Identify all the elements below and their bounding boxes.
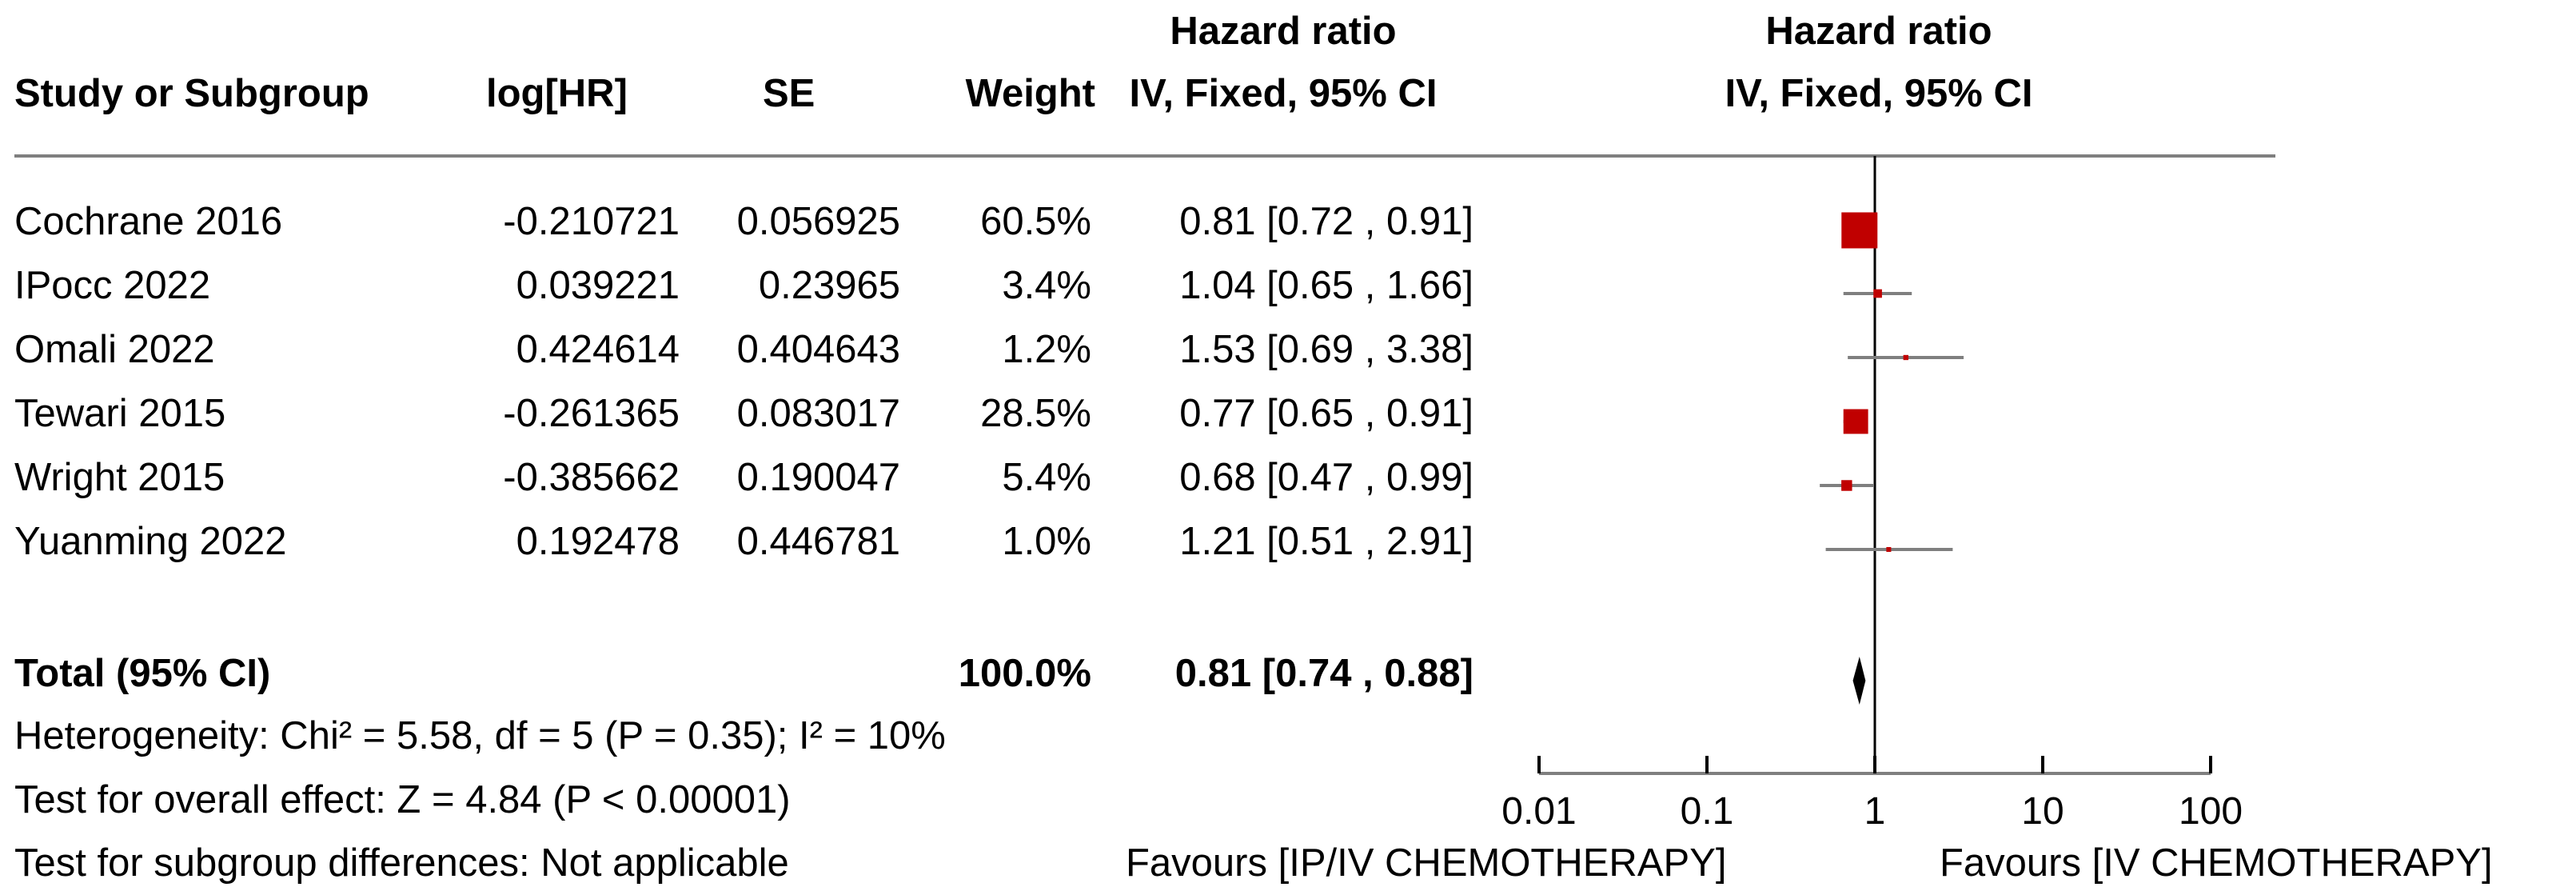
- overall-effect-note: Test for overall effect: Z = 4.84 (P < 0…: [14, 778, 791, 821]
- study-name: Wright 2015: [14, 456, 225, 499]
- plot-header-line2: IV, Fixed, 95% CI: [1725, 72, 2033, 115]
- favours-right-label: Favours [IV CHEMOTHERAPY]: [1940, 841, 2493, 885]
- study-se: 0.404643: [736, 328, 900, 371]
- study-loghr: 0.192478: [516, 520, 680, 563]
- study-weight: 28.5%: [980, 392, 1091, 435]
- hr-header-line1: Hazard ratio: [1170, 10, 1397, 53]
- study-name: Cochrane 2016: [14, 200, 283, 243]
- study-marker: [1903, 354, 1908, 361]
- x-tick-label: 10: [2021, 790, 2064, 833]
- study-ci: 1.53 [0.69 , 3.38]: [1179, 328, 1473, 371]
- total-weight: 100.0%: [958, 652, 1091, 695]
- study-name: Tewari 2015: [14, 392, 226, 435]
- study-weight: 3.4%: [1002, 264, 1091, 307]
- se-column-header: SE: [763, 72, 815, 115]
- study-column-header: Study or Subgroup: [14, 72, 369, 115]
- study-ci: 1.21 [0.51 , 2.91]: [1179, 520, 1473, 563]
- weight-column-header: Weight: [965, 72, 1095, 115]
- study-loghr: 0.424614: [516, 328, 680, 371]
- study-name: Omali 2022: [14, 328, 215, 371]
- study-marker: [1841, 480, 1852, 491]
- favours-left-label: Favours [IP/IV CHEMOTHERAPY]: [1126, 841, 1727, 885]
- study-se: 0.446781: [736, 520, 900, 563]
- study-loghr: -0.261365: [503, 392, 680, 435]
- study-se: 0.056925: [736, 200, 900, 243]
- x-tick-label: 0.01: [1501, 790, 1576, 833]
- study-ci: 1.04 [0.65 , 1.66]: [1179, 264, 1473, 307]
- plot-header-line1: Hazard ratio: [1765, 10, 1992, 53]
- study-se: 0.083017: [736, 392, 900, 435]
- study-name: Yuanming 2022: [14, 520, 287, 563]
- study-weight: 1.0%: [1002, 520, 1091, 563]
- heterogeneity-note: Heterogeneity: Chi² = 5.58, df = 5 (P = …: [14, 714, 946, 757]
- loghr-column-header: log[HR]: [486, 72, 628, 115]
- study-loghr: -0.210721: [503, 200, 680, 243]
- study-marker: [1886, 547, 1892, 552]
- x-tick-label: 1: [1864, 790, 1886, 833]
- study-name: IPocc 2022: [14, 264, 211, 307]
- hr-header-line2: IV, Fixed, 95% CI: [1129, 72, 1438, 115]
- x-tick-label: 100: [2179, 790, 2243, 833]
- study-weight: 1.2%: [1002, 328, 1091, 371]
- study-se: 0.23965: [758, 264, 900, 307]
- study-marker: [1843, 409, 1868, 434]
- x-tick-label: 0.1: [1681, 790, 1734, 833]
- subgroup-note: Test for subgroup differences: Not appli…: [14, 841, 789, 885]
- study-weight: 60.5%: [980, 200, 1091, 243]
- study-marker: [1841, 212, 1878, 249]
- total-ci: 0.81 [0.74 , 0.88]: [1174, 652, 1473, 695]
- study-ci: 0.77 [0.65 , 0.91]: [1179, 392, 1473, 435]
- study-ci: 0.68 [0.47 , 0.99]: [1179, 456, 1473, 499]
- study-marker: [1873, 289, 1882, 298]
- study-se: 0.190047: [736, 456, 900, 499]
- study-weight: 5.4%: [1002, 456, 1091, 499]
- study-ci: 0.81 [0.72 , 0.91]: [1179, 200, 1473, 243]
- total-diamond: [1852, 657, 1866, 705]
- total-label: Total (95% CI): [14, 652, 271, 695]
- study-loghr: 0.039221: [516, 264, 680, 307]
- study-loghr: -0.385662: [503, 456, 680, 499]
